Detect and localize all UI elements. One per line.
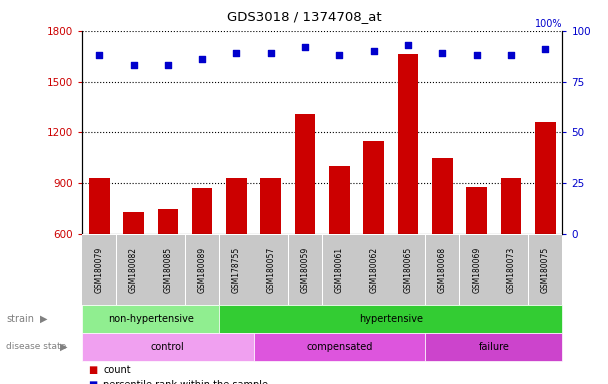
Bar [192,189,212,234]
Text: GSM178755: GSM178755 [232,247,241,293]
Text: GSM180068: GSM180068 [438,247,447,293]
Text: GSM180057: GSM180057 [266,247,275,293]
Bar [398,55,418,234]
Text: percentile rank within the sample: percentile rank within the sample [103,380,268,384]
Point [266,50,275,56]
Text: GSM180065: GSM180065 [404,247,412,293]
Point [334,52,344,58]
Text: ▶: ▶ [60,342,67,352]
Point [437,50,447,56]
Text: GSM180062: GSM180062 [369,247,378,293]
Point [369,48,379,54]
Text: GSM180069: GSM180069 [472,247,481,293]
Bar [466,187,487,234]
Point [129,62,139,68]
Text: GSM180082: GSM180082 [129,247,138,293]
Bar [329,166,350,234]
Text: GSM180085: GSM180085 [164,247,172,293]
Bar [364,141,384,234]
Point [300,44,310,50]
Text: control: control [151,342,185,352]
Point [403,42,413,48]
Text: GSM180089: GSM180089 [198,247,207,293]
Bar [535,122,556,234]
Bar [295,114,316,234]
Point [163,62,173,68]
Bar [500,178,521,234]
Text: count: count [103,365,131,375]
Bar [123,212,144,234]
Bar [226,178,247,234]
Point [197,56,207,62]
Text: compensated: compensated [306,342,373,352]
Text: GSM180061: GSM180061 [335,247,344,293]
Text: ■: ■ [88,365,97,375]
Text: ▶: ▶ [40,314,47,324]
Text: GSM180079: GSM180079 [95,247,104,293]
Point [472,52,482,58]
Bar [432,158,452,234]
Point [541,46,550,52]
Text: non-hypertensive: non-hypertensive [108,314,193,324]
Point [506,52,516,58]
Point [232,50,241,56]
Text: 100%: 100% [535,19,562,29]
Point [94,52,104,58]
Bar [260,178,281,234]
Text: GSM180059: GSM180059 [300,247,309,293]
Text: failure: failure [478,342,510,352]
Text: GSM180073: GSM180073 [506,247,516,293]
Bar [157,209,178,234]
Text: disease state: disease state [6,342,66,351]
Text: GSM180075: GSM180075 [541,247,550,293]
Text: hypertensive: hypertensive [359,314,423,324]
Bar [89,178,109,234]
Text: strain: strain [6,314,34,324]
Text: ■: ■ [88,380,97,384]
Text: GDS3018 / 1374708_at: GDS3018 / 1374708_at [227,10,381,23]
